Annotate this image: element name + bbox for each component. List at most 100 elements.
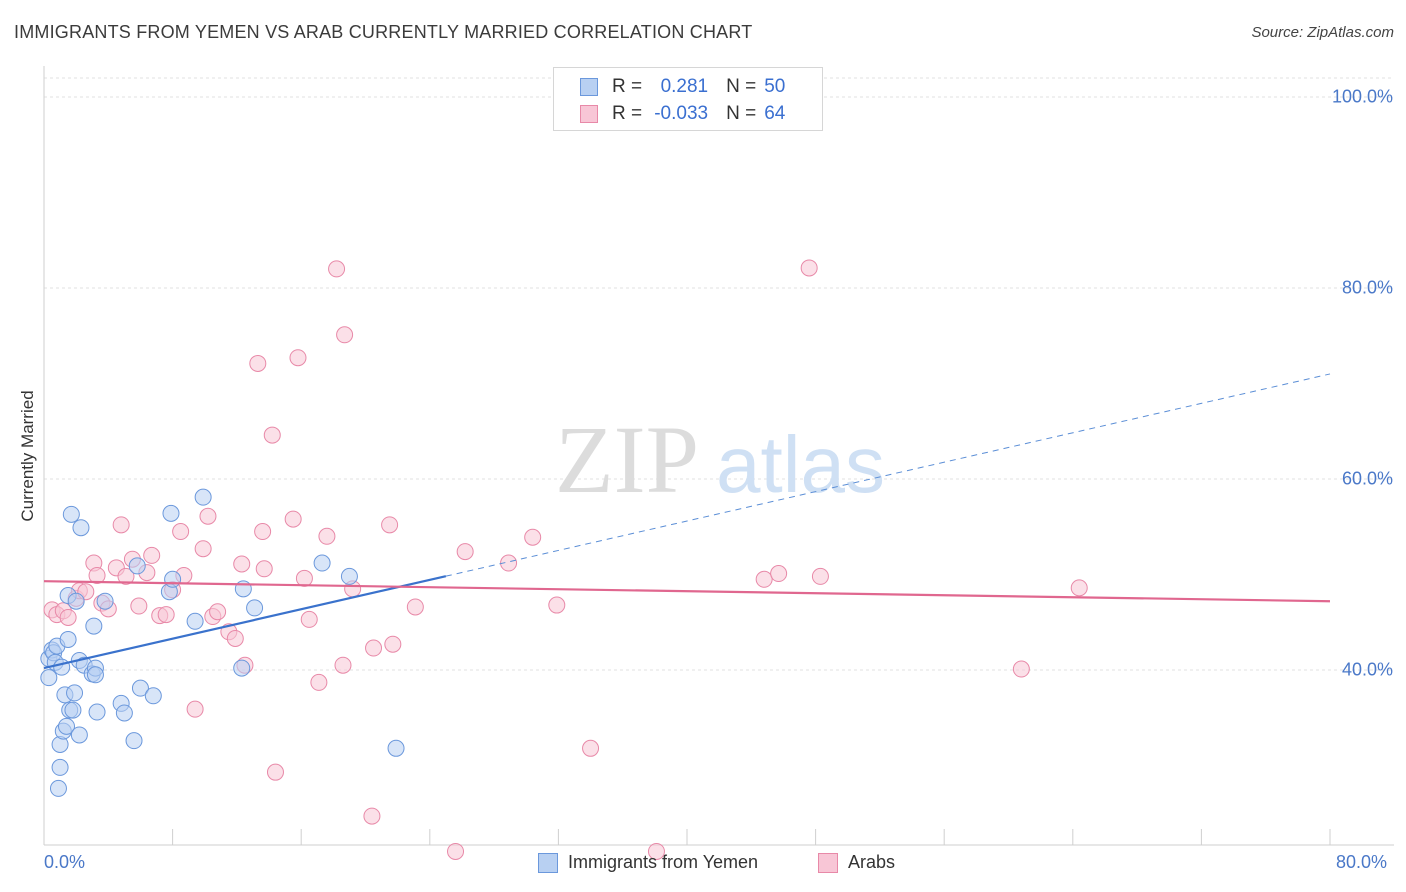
arabs-point <box>310 673 328 691</box>
legend-r-label: R = <box>612 103 643 124</box>
legend-n-label: N = <box>726 76 757 97</box>
arabs-point <box>381 516 399 534</box>
bottom-legend-yemen: Immigrants from Yemen <box>538 852 758 873</box>
arabs-point <box>318 527 336 545</box>
bottom-legend-label-yemen: Immigrants from Yemen <box>568 852 759 872</box>
yemen-point <box>96 592 114 610</box>
arabs-point <box>254 523 272 541</box>
arabs-point <box>263 426 281 444</box>
yemen-point <box>59 630 77 648</box>
axes <box>43 66 1394 846</box>
yemen-point <box>246 599 264 617</box>
arabs-point <box>447 842 465 860</box>
yemen-trend-solid <box>43 575 447 670</box>
arabs-point <box>186 700 204 718</box>
arabs-point <box>548 596 566 614</box>
bottom-legend-swatch-yemen <box>538 852 558 873</box>
arabs-point <box>172 523 190 541</box>
bottom-legend-arabs: Arabs <box>818 852 895 873</box>
yemen-point <box>62 505 80 523</box>
arabs-point <box>500 554 518 572</box>
yemen-points <box>40 488 405 797</box>
yemen-trend-dashed <box>445 373 1331 577</box>
arabs-point <box>1012 660 1030 678</box>
yemen-point <box>66 684 84 702</box>
arabs-point <box>406 598 424 616</box>
legend-n-label: N = <box>726 103 757 124</box>
arabs-point <box>647 842 665 860</box>
yemen-point <box>164 570 182 588</box>
arabs-point <box>755 570 773 588</box>
yemen-point <box>64 701 82 719</box>
arabs-point <box>284 510 302 528</box>
legend-r-arabs: -0.033 <box>654 103 709 124</box>
legend-row-yemen: R = 0.281 N = 50 <box>580 74 785 100</box>
yemen-point <box>115 704 133 722</box>
watermark-atlas: atlas <box>716 420 885 509</box>
arabs-point <box>770 565 788 583</box>
legend-r-label: R = <box>612 76 643 97</box>
arabs-point <box>143 546 161 564</box>
yemen-point <box>128 557 146 575</box>
correlation-legend: R = 0.281 N = 50 R = -0.033 N = 64 <box>553 67 823 131</box>
yemen-point <box>53 658 71 676</box>
bottom-legend-label-arabs: Arabs <box>848 852 896 872</box>
arabs-point <box>800 259 818 277</box>
arabs-point <box>295 569 313 587</box>
arabs-point <box>328 260 346 278</box>
arabs-point <box>336 326 354 344</box>
arabs-point <box>456 543 474 561</box>
watermark-zip: ZIP <box>555 406 699 513</box>
yemen-point <box>70 726 88 744</box>
yemen-point <box>131 679 149 697</box>
yemen-point <box>144 687 162 705</box>
trend-lines <box>43 373 1331 670</box>
arabs-trend <box>43 580 1331 603</box>
arabs-point <box>582 739 600 757</box>
yemen-point <box>51 758 69 776</box>
yemen-point <box>58 717 76 735</box>
legend-r-yemen: 0.281 <box>660 76 709 97</box>
yemen-point <box>85 617 103 635</box>
yemen-point <box>125 732 143 750</box>
chart-title: IMMIGRANTS FROM YEMEN VS ARAB CURRENTLY … <box>14 22 753 42</box>
arabs-point <box>88 566 106 584</box>
arabs-point <box>811 567 829 585</box>
legend-n-arabs: 64 <box>764 103 786 124</box>
legend-swatch-arabs <box>580 105 598 123</box>
yemen-point <box>186 612 204 630</box>
arabs-point <box>255 560 273 578</box>
arabs-point <box>157 606 175 624</box>
yemen-point <box>88 703 106 721</box>
y-tick-label: 80.0% <box>1341 277 1393 298</box>
yemen-point <box>194 488 212 506</box>
arabs-point <box>289 349 307 367</box>
arabs-point <box>300 610 318 628</box>
arabs-points <box>43 259 1088 860</box>
arabs-point <box>194 540 212 558</box>
yemen-point <box>86 666 104 684</box>
y-tick-label: 40.0% <box>1341 659 1393 680</box>
arabs-point <box>249 354 267 372</box>
legend-swatch-yemen <box>580 78 598 96</box>
yemen-point <box>162 504 180 522</box>
legend-row-arabs: R = -0.033 N = 64 <box>580 101 785 127</box>
arabs-point <box>199 507 217 525</box>
arabs-point <box>365 639 383 657</box>
arabs-point <box>1070 579 1088 597</box>
yemen-point <box>49 779 67 797</box>
bottom-legend-swatch-arabs <box>818 852 838 873</box>
source-label: Source: ZipAtlas.com <box>1251 24 1394 41</box>
legend-n-yemen: 50 <box>764 76 786 97</box>
yemen-point <box>387 739 405 757</box>
yemen-point <box>313 554 331 572</box>
arabs-point <box>226 629 244 647</box>
y-tick-label: 100.0% <box>1331 86 1393 107</box>
yemen-point <box>340 567 358 585</box>
x-tick-min: 0.0% <box>44 852 86 872</box>
arabs-point <box>363 807 381 825</box>
arabs-point <box>117 567 135 585</box>
arabs-point <box>384 635 402 653</box>
arabs-point <box>59 608 77 626</box>
